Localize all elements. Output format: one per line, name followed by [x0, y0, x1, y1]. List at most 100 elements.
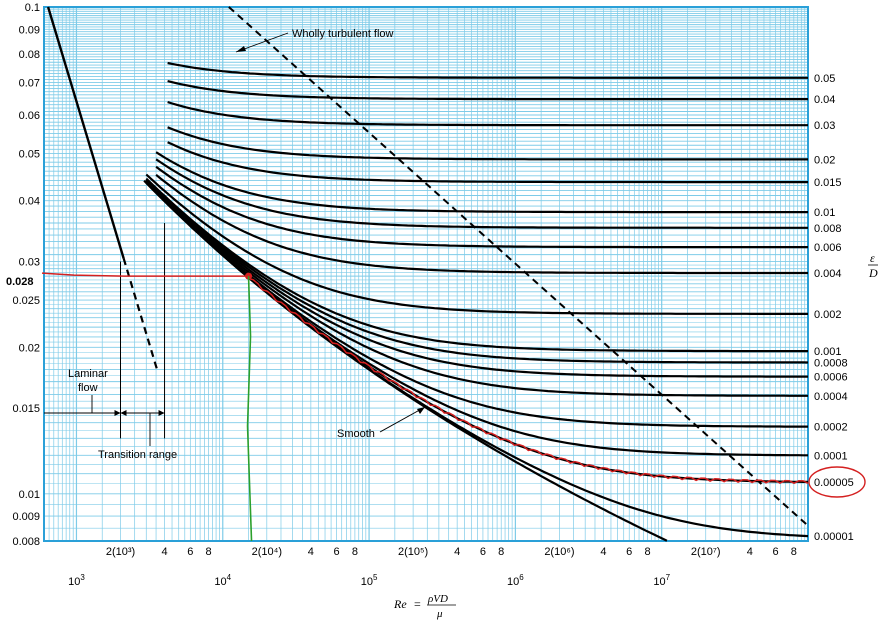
- x-axis-title-re: Re: [393, 597, 407, 611]
- smooth-arrowhead: [417, 407, 425, 414]
- roughness-curve: [167, 126, 808, 161]
- roughness-label: 0.04: [814, 94, 835, 106]
- roughness-title-denominator: D: [868, 266, 878, 280]
- roughness-label: 0.015: [814, 177, 842, 189]
- roughness-label: 0.001: [814, 346, 842, 358]
- x-major-tick-label: 106: [507, 573, 524, 588]
- x-minor-tick-label: 6: [626, 546, 632, 558]
- laminar-label-line2: flow: [78, 382, 98, 394]
- y-tick-label: 0.04: [19, 196, 40, 208]
- smooth-arrow: [379, 406, 426, 433]
- x-minor-tick-label: 6: [772, 546, 778, 558]
- y-tick-label: 0.03: [19, 257, 40, 269]
- roughness-curve: [167, 61, 808, 79]
- x-minor-tick-label: 4: [161, 546, 167, 558]
- red-friction-line: [41, 272, 249, 277]
- x-minor-tick-label: 2(10⁷): [691, 546, 721, 558]
- roughness-label: 0.03: [814, 120, 835, 132]
- x-minor-tick-label: 2(10³): [106, 546, 135, 558]
- smooth-pipe-curve: [143, 179, 668, 542]
- x-major-tick-label: 104: [214, 573, 231, 588]
- roughness-label: 0.00005: [814, 477, 854, 489]
- roughness-label: 0.002: [814, 309, 842, 321]
- x-minor-tick-label: 4: [747, 546, 753, 558]
- laminar-range-arrowhead: [114, 410, 121, 416]
- regime-lines: [41, 6, 866, 542]
- x-minor-tick-label: 8: [791, 546, 797, 558]
- y-tick-label: 0.008: [12, 536, 40, 548]
- roughness-label: 0.0001: [814, 450, 848, 462]
- roughness-curve: [167, 101, 808, 127]
- x-minor-tick-label: 2(10⁵): [398, 546, 428, 558]
- green-reynolds-line: [246, 276, 253, 542]
- x-axis-title-numerator: ρVD: [427, 593, 448, 605]
- roughness-curve: [145, 180, 808, 397]
- y-tick-label: 0.05: [19, 149, 40, 161]
- transition-range-label: Transition range: [98, 449, 177, 461]
- x-axis-title-eq: =: [414, 597, 421, 611]
- red-roughness-trace: [248, 277, 809, 485]
- roughness-curve: [155, 165, 808, 249]
- x-minor-tick-label: 6: [334, 546, 340, 558]
- y-tick-label: 0.1: [25, 2, 40, 14]
- laminar-extension-dashed: [122, 257, 159, 373]
- roughness-label: 0.006: [814, 242, 842, 254]
- x-minor-tick-label: 4: [308, 546, 314, 558]
- y-tick-label: 0.02: [19, 342, 40, 354]
- x-major-tick-label: 107: [653, 573, 670, 588]
- x-minor-tick-label: 6: [480, 546, 486, 558]
- roughness-curve: [167, 141, 808, 184]
- roughness-label: 0.05: [814, 73, 835, 85]
- friction-factor-value-label: 0.028: [6, 276, 34, 288]
- x-axis-title-denominator: μ: [436, 608, 443, 620]
- x-minor-tick-label: 8: [644, 546, 650, 558]
- y-tick-label: 0.01: [19, 489, 40, 501]
- x-minor-tick-label: 4: [600, 546, 606, 558]
- wholly-turbulent-arrowhead: [236, 46, 246, 52]
- x-minor-tick-label: 8: [206, 546, 212, 558]
- roughness-curves: [143, 61, 809, 542]
- roughness-label: 0.0006: [814, 372, 848, 384]
- smooth-label: Smooth: [337, 428, 375, 440]
- roughness-label: 0.02: [814, 154, 835, 166]
- x-minor-tick-label: 6: [187, 546, 193, 558]
- roughness-curve: [155, 158, 808, 229]
- roughness-curve: [155, 151, 808, 214]
- x-minor-tick-label: 2(10⁶): [544, 546, 574, 558]
- y-tick-label: 0.06: [19, 110, 40, 122]
- relative-roughness-title: ε D: [868, 251, 878, 280]
- y-tick-label: 0.09: [19, 24, 40, 36]
- transition-arrowhead-left: [120, 410, 127, 416]
- roughness-label: 0.004: [814, 268, 842, 280]
- x-minor-tick-label: 8: [498, 546, 504, 558]
- wholly-turbulent-label: Wholly turbulent flow: [292, 28, 394, 40]
- y-tick-label: 0.025: [12, 295, 40, 307]
- y-tick-labels: 0.1 0.09 0.08 0.07 0.06 0.05 0.04 0.03 0.025 0.02…: [12, 2, 40, 548]
- roughness-label: 0.0002: [814, 422, 848, 434]
- laminar-line: [46, 6, 125, 259]
- x-major-tick-label: 105: [361, 573, 378, 588]
- roughness-curve: [167, 80, 808, 101]
- roughness-curve: [145, 177, 808, 353]
- wholly-turbulent-boundary: [228, 6, 809, 527]
- laminar-label-line1: Laminar: [68, 368, 108, 380]
- transition-arrowhead-right: [158, 410, 165, 416]
- roughness-labels: 0.05 0.04 0.03 0.02 0.015 0.01 0.008 0.006 0.004…: [814, 73, 854, 543]
- y-tick-label: 0.07: [19, 77, 40, 89]
- roughness-label: 0.01: [814, 207, 835, 219]
- circled-roughness-marker: [808, 466, 866, 498]
- roughness-curve: [155, 173, 808, 275]
- roughness-curve: [145, 178, 809, 364]
- x-minor-tick-label: 2(10⁴): [252, 546, 282, 558]
- roughness-label: 0.0008: [814, 357, 848, 369]
- x-minor-tick-label: 8: [352, 546, 358, 558]
- x-axis-title: Re = ρVD μ: [393, 593, 456, 620]
- y-tick-label: 0.08: [19, 49, 40, 61]
- roughness-label: 0.00001: [814, 531, 854, 543]
- roughness-label: 0.0004: [814, 391, 848, 403]
- roughness-curve: [145, 173, 808, 315]
- x-minor-tick-label: 4: [454, 546, 460, 558]
- roughness-label: 0.008: [814, 223, 842, 235]
- roughness-curve: [145, 179, 808, 378]
